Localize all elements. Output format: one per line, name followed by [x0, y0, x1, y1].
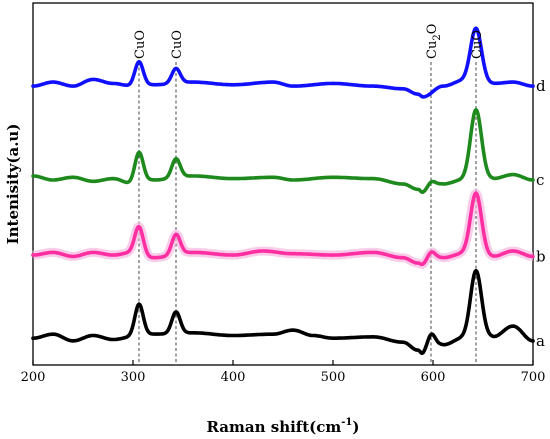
- series-a-line: [31, 268, 535, 356]
- peak-annotation: CuO: [170, 30, 185, 59]
- series-a-label: a: [536, 332, 545, 350]
- series-d-label: d: [536, 77, 546, 95]
- x-tick-label: 500: [321, 370, 346, 385]
- series-b-label: b: [536, 247, 546, 265]
- x-tick-label: 700: [521, 370, 546, 385]
- x-tick-label: 600: [421, 370, 446, 385]
- peak-annotation: CuO: [470, 30, 485, 59]
- x-tick-label: 300: [121, 370, 146, 385]
- series-b-line: [31, 191, 535, 267]
- peak-guide-lines: [138, 62, 477, 365]
- peak-annotation: CuO: [133, 30, 148, 59]
- y-axis-title: Intenisity(a.u): [4, 124, 22, 245]
- series-c-line: [31, 107, 535, 194]
- x-axis-title: Raman shift(cm-1): [207, 417, 360, 436]
- series-c-label: c: [536, 171, 544, 189]
- series-d-line: [31, 26, 535, 99]
- x-tick-label: 400: [221, 370, 246, 385]
- series-curves: [29, 26, 537, 356]
- plot-frame: [32, 2, 534, 366]
- curve-labels: a b c d: [536, 77, 546, 350]
- x-axis-ticks: 200 300 400 500 600 700: [21, 360, 546, 385]
- peak-annotation: Cu2O: [425, 24, 443, 59]
- x-tick-label: 200: [21, 370, 46, 385]
- peak-annotations: CuO CuO Cu2O CuO: [133, 24, 485, 59]
